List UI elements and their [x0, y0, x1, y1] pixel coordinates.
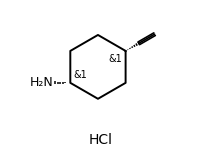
Text: &1: &1 — [73, 70, 87, 80]
Text: HCl: HCl — [89, 133, 113, 147]
Text: &1: &1 — [109, 54, 123, 64]
Text: H₂N: H₂N — [30, 76, 54, 89]
